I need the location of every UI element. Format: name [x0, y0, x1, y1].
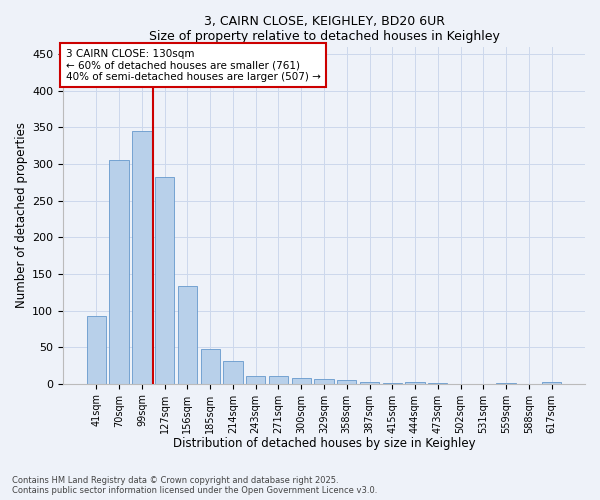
Bar: [269, 376, 288, 384]
Text: Contains HM Land Registry data © Crown copyright and database right 2025.
Contai: Contains HM Land Registry data © Crown c…: [12, 476, 377, 495]
Bar: [200, 350, 220, 384]
Bar: [337, 380, 356, 384]
Bar: [87, 316, 106, 384]
Bar: [383, 383, 402, 384]
Bar: [292, 378, 311, 384]
Bar: [428, 383, 448, 384]
Bar: [496, 383, 516, 384]
Text: 3 CAIRN CLOSE: 130sqm
← 60% of detached houses are smaller (761)
40% of semi-det: 3 CAIRN CLOSE: 130sqm ← 60% of detached …: [65, 48, 320, 82]
Bar: [223, 361, 242, 384]
Bar: [542, 382, 561, 384]
Bar: [406, 382, 425, 384]
X-axis label: Distribution of detached houses by size in Keighley: Distribution of detached houses by size …: [173, 437, 475, 450]
Bar: [246, 376, 265, 384]
Bar: [109, 160, 129, 384]
Title: 3, CAIRN CLOSE, KEIGHLEY, BD20 6UR
Size of property relative to detached houses : 3, CAIRN CLOSE, KEIGHLEY, BD20 6UR Size …: [149, 15, 499, 43]
Bar: [132, 131, 152, 384]
Bar: [178, 286, 197, 384]
Bar: [155, 176, 175, 384]
Bar: [314, 378, 334, 384]
Bar: [360, 382, 379, 384]
Y-axis label: Number of detached properties: Number of detached properties: [15, 122, 28, 308]
